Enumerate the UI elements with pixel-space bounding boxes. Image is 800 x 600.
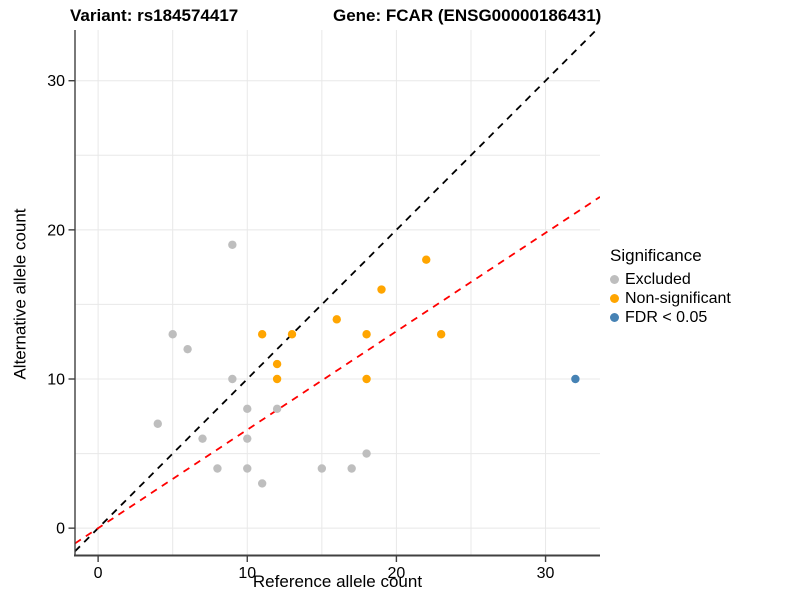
legend-item: Non-significant xyxy=(610,289,796,308)
data-point xyxy=(332,315,341,324)
data-point xyxy=(362,374,371,384)
data-point xyxy=(272,404,282,414)
data-point xyxy=(362,330,371,339)
x-tick-label: 20 xyxy=(388,565,406,582)
x-tick-label: 0 xyxy=(94,565,103,582)
identity-line xyxy=(75,30,598,552)
data-point xyxy=(198,434,207,443)
data-point xyxy=(153,419,162,428)
legend-items: Excluded Non-significant FDR < 0.05 xyxy=(610,270,796,327)
data-point xyxy=(362,449,371,458)
data-point xyxy=(422,255,431,264)
legend-item-label: FDR < 0.05 xyxy=(625,308,708,326)
y-tick-label: 10 xyxy=(47,372,65,389)
data-point xyxy=(243,434,252,443)
y-tick-label: 20 xyxy=(47,222,65,239)
data-point xyxy=(377,285,386,294)
data-point xyxy=(257,330,267,339)
y-axis-title: Alternative allele count xyxy=(10,208,30,380)
legend-item-label: Non-significant xyxy=(625,289,731,307)
plot-title-gene: Gene: FCAR (ENSG00000186431) xyxy=(333,6,602,25)
legend-item: Excluded xyxy=(610,270,796,289)
data-point xyxy=(272,359,282,369)
data-point xyxy=(168,330,177,339)
data-point xyxy=(243,404,252,414)
data-point xyxy=(287,330,297,339)
x-tick-label: 10 xyxy=(238,565,256,582)
data-point xyxy=(228,240,237,249)
data-point xyxy=(257,479,267,488)
data-point xyxy=(571,374,580,384)
data-point xyxy=(347,464,356,473)
legend-key-icon xyxy=(610,294,619,303)
legend-key-icon xyxy=(610,275,619,284)
legend-key-icon xyxy=(610,313,619,322)
legend-title: Significance xyxy=(610,246,702,265)
data-point xyxy=(317,464,327,473)
x-tick-label: 30 xyxy=(537,565,555,582)
ratio-line xyxy=(75,196,600,545)
plot-title-variant: Variant: rs184574417 xyxy=(70,6,239,25)
y-tick-label: 0 xyxy=(56,521,65,538)
legend: Significance Excluded Non-significant FDR … xyxy=(610,246,796,327)
data-point xyxy=(436,330,446,339)
y-tick-label: 30 xyxy=(47,73,65,90)
data-point xyxy=(228,374,237,384)
legend-item: FDR < 0.05 xyxy=(610,308,796,327)
data-point xyxy=(183,344,192,354)
data-point xyxy=(243,464,252,473)
data-point xyxy=(213,464,222,473)
legend-item-label: Excluded xyxy=(625,270,691,288)
data-point xyxy=(272,374,282,384)
x-axis-title: Reference allele count xyxy=(252,572,423,591)
